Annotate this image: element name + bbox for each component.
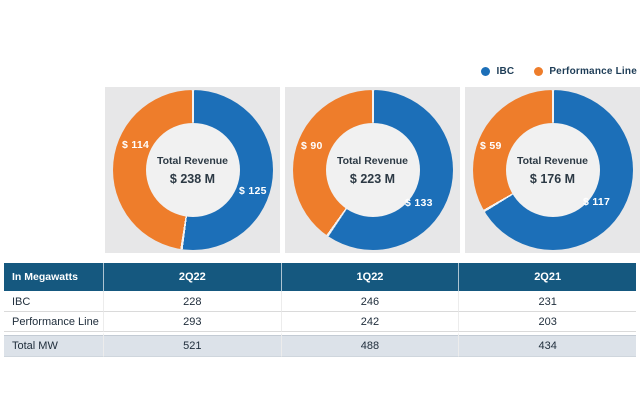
donut-center-3: Total Revenue $ 176 M — [505, 123, 600, 217]
cell-total-1q22: 488 — [280, 332, 459, 357]
legend-label-performance-line: Performance Line — [549, 66, 637, 77]
segment-label-performance-line: $ 59 — [480, 140, 502, 152]
donut-panel-3: Total Revenue $ 176 M $ 59 $ 117 — [465, 87, 640, 253]
donut-center-title: Total Revenue — [337, 154, 408, 167]
cell-performance-2q21: 203 — [458, 312, 636, 332]
row-label-performance-line: Performance Line — [4, 312, 103, 332]
segment-label-ibc: $ 117 — [583, 196, 611, 208]
table-header-row: In Megawatts 2Q22 1Q22 2Q21 — [4, 263, 636, 292]
column-header-1q22: 1Q22 — [280, 263, 459, 292]
ibc-dot-icon — [481, 67, 491, 76]
donut-panel-1: Total Revenue $ 238 M $ 114 $ 125 — [105, 87, 280, 253]
legend-label-ibc: IBC — [496, 66, 515, 77]
legend-item-ibc: IBC — [481, 66, 514, 77]
donut-center-title: Total Revenue — [157, 154, 228, 167]
row-label-total-mw: Total MW — [4, 332, 103, 357]
segment-label-performance-line: $ 90 — [301, 140, 323, 152]
segment-label-ibc: $ 133 — [405, 197, 433, 209]
cell-performance-1q22: 242 — [280, 312, 459, 332]
cell-total-2q21: 434 — [458, 332, 636, 357]
column-header-in-megawatts: In Megawatts — [4, 263, 103, 292]
cell-performance-2q22: 293 — [103, 312, 281, 332]
donut-panels: Total Revenue $ 238 M $ 114 $ 125 Total … — [105, 87, 640, 253]
table-row-performance-line: Performance Line 293 242 203 — [4, 312, 636, 332]
cell-ibc-2q21: 231 — [458, 292, 636, 312]
segment-label-performance-line: $ 114 — [122, 139, 150, 151]
donut-center-value: $ 176 M — [529, 171, 576, 186]
donut-center-2: Total Revenue $ 223 M — [325, 123, 420, 217]
megawatts-table: In Megawatts 2Q22 1Q22 2Q21 IBC 228 246 … — [4, 263, 636, 357]
column-header-2q21: 2Q21 — [458, 263, 636, 292]
donut-center-title: Total Revenue — [517, 154, 588, 167]
donut-chart-3: Total Revenue $ 176 M — [472, 90, 633, 250]
table-total-row: Total MW 521 488 434 — [4, 332, 636, 357]
chart-legend: IBC Performance Line — [481, 66, 637, 77]
donut-center-value: $ 238 M — [169, 171, 216, 186]
cell-total-2q22: 521 — [103, 332, 281, 357]
performance-line-dot-icon — [534, 67, 544, 76]
donut-chart-2: Total Revenue $ 223 M — [292, 90, 453, 250]
donut-center-value: $ 223 M — [349, 171, 396, 186]
table-row-ibc: IBC 228 246 231 — [4, 292, 636, 312]
donut-center-1: Total Revenue $ 238 M — [145, 123, 240, 217]
column-header-2q22: 2Q22 — [103, 263, 281, 292]
cell-ibc-2q22: 228 — [103, 292, 281, 312]
row-label-ibc: IBC — [4, 292, 103, 312]
legend-item-performance-line: Performance Line — [534, 66, 637, 77]
donut-panel-2: Total Revenue $ 223 M $ 90 $ 133 — [285, 87, 460, 253]
donut-chart-1: Total Revenue $ 238 M — [112, 90, 273, 250]
segment-label-ibc: $ 125 — [239, 185, 267, 197]
cell-ibc-1q22: 246 — [280, 292, 459, 312]
